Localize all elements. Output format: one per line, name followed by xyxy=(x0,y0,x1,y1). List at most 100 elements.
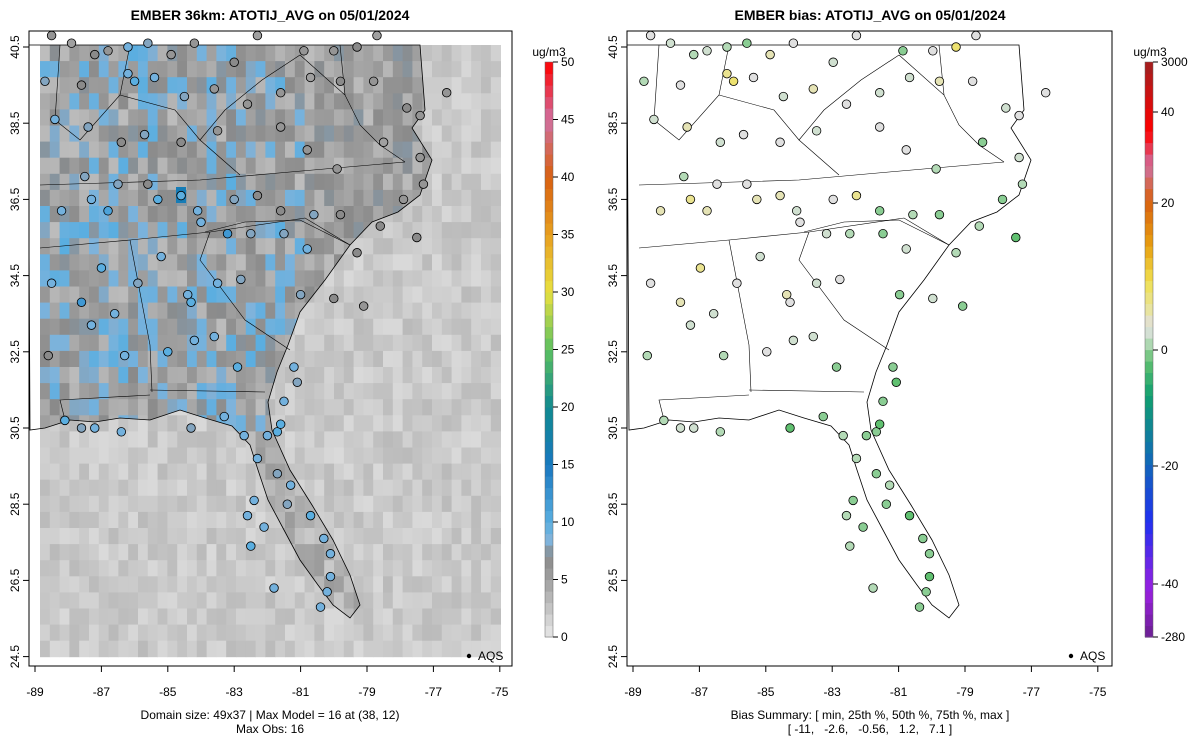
grid-cell xyxy=(89,576,100,593)
grid-cell xyxy=(471,141,482,159)
grid-cell xyxy=(392,431,403,448)
grid-cell xyxy=(451,495,462,513)
station-point xyxy=(1014,110,1024,121)
grid-cell xyxy=(167,576,178,593)
grid-cell xyxy=(216,511,227,529)
grid-cell xyxy=(294,125,305,142)
station-point xyxy=(977,137,988,147)
grid-cell xyxy=(177,511,188,529)
colorbar-segment xyxy=(545,73,553,86)
grid-cell xyxy=(69,270,80,287)
x-tick-label: -87 xyxy=(93,685,111,699)
grid-cell xyxy=(89,399,100,416)
grid-cell xyxy=(373,302,384,320)
grid-cell xyxy=(167,222,178,239)
grid-cell xyxy=(383,383,394,400)
grid-cell xyxy=(373,109,384,126)
grid-cell xyxy=(59,495,70,513)
station-point xyxy=(914,602,925,612)
grid-cell xyxy=(167,125,178,142)
grid-cell xyxy=(451,334,462,352)
grid-cell xyxy=(441,511,452,529)
grid-cell xyxy=(490,222,501,239)
grid-cell xyxy=(373,608,384,625)
grid-cell xyxy=(167,302,178,320)
grid-cell xyxy=(392,576,403,593)
grid-cell xyxy=(461,592,472,609)
grid-cell xyxy=(304,367,315,384)
grid-cell xyxy=(157,528,168,545)
grid-cell xyxy=(275,254,286,271)
grid-cell xyxy=(490,109,501,126)
grid-cell xyxy=(324,206,335,223)
grid-cell xyxy=(118,189,129,207)
grid-cell xyxy=(255,495,266,513)
grid-cell xyxy=(196,479,207,497)
grid-cell xyxy=(245,77,256,94)
grid-cell xyxy=(471,431,482,448)
grid-cell xyxy=(412,576,423,593)
grid-cell xyxy=(402,125,413,142)
grid-cell xyxy=(157,93,168,110)
grid-cell xyxy=(265,447,276,464)
grid-cell xyxy=(432,109,443,126)
station-point xyxy=(785,297,795,307)
grid-cell xyxy=(245,206,256,223)
grid-cell xyxy=(451,399,462,416)
grid-cell xyxy=(363,447,374,464)
grid-cell xyxy=(343,576,354,593)
grid-cell xyxy=(118,45,129,62)
grid-cell xyxy=(363,463,374,481)
grid-cell xyxy=(40,206,51,223)
grid-cell xyxy=(206,350,217,368)
grid-cell xyxy=(285,238,296,255)
grid-cell xyxy=(40,608,51,625)
grid-cell xyxy=(324,173,335,191)
grid-cell xyxy=(353,45,364,62)
grid-cell xyxy=(49,270,60,287)
grid-cell xyxy=(177,270,188,287)
station-point xyxy=(845,541,855,551)
grid-cell xyxy=(275,624,286,642)
grid-cell xyxy=(265,109,276,126)
y-tick-label: 24.5 xyxy=(606,645,620,669)
grid-cell xyxy=(363,109,374,126)
grid-cell xyxy=(108,109,119,126)
grid-cell xyxy=(481,624,492,642)
grid-cell xyxy=(304,77,315,94)
grid-cell xyxy=(304,560,315,577)
grid-cell xyxy=(69,463,80,481)
grid-cell xyxy=(402,640,413,658)
grid-cell xyxy=(363,431,374,448)
grid-cell xyxy=(490,286,501,303)
grid-cell xyxy=(89,286,100,303)
grid-cell xyxy=(461,254,472,271)
grid-cell xyxy=(89,350,100,368)
grid-cell xyxy=(265,286,276,303)
grid-cell xyxy=(412,350,423,368)
colorbar-segment xyxy=(545,349,553,362)
grid-cell xyxy=(490,157,501,175)
station-point xyxy=(891,377,901,387)
grid-cell xyxy=(138,495,149,513)
station-point xyxy=(775,137,785,147)
colorbar-segment xyxy=(1145,556,1153,569)
station-point xyxy=(874,122,885,132)
grid-cell xyxy=(255,302,266,320)
grid-cell xyxy=(226,495,237,513)
grid-cell xyxy=(98,495,109,513)
grid-cell xyxy=(49,463,60,481)
grid-cell xyxy=(373,189,384,207)
grid-cell xyxy=(128,61,139,78)
station-point xyxy=(163,347,173,357)
grid-cell xyxy=(236,238,247,255)
grid-cell xyxy=(187,125,198,142)
grid-cell xyxy=(304,286,315,303)
colorbar-segment xyxy=(1145,614,1153,627)
grid-cell xyxy=(157,157,168,175)
grid-cell xyxy=(79,93,90,110)
grid-cell xyxy=(196,173,207,191)
grid-cell xyxy=(157,141,168,159)
station-point xyxy=(358,301,369,311)
